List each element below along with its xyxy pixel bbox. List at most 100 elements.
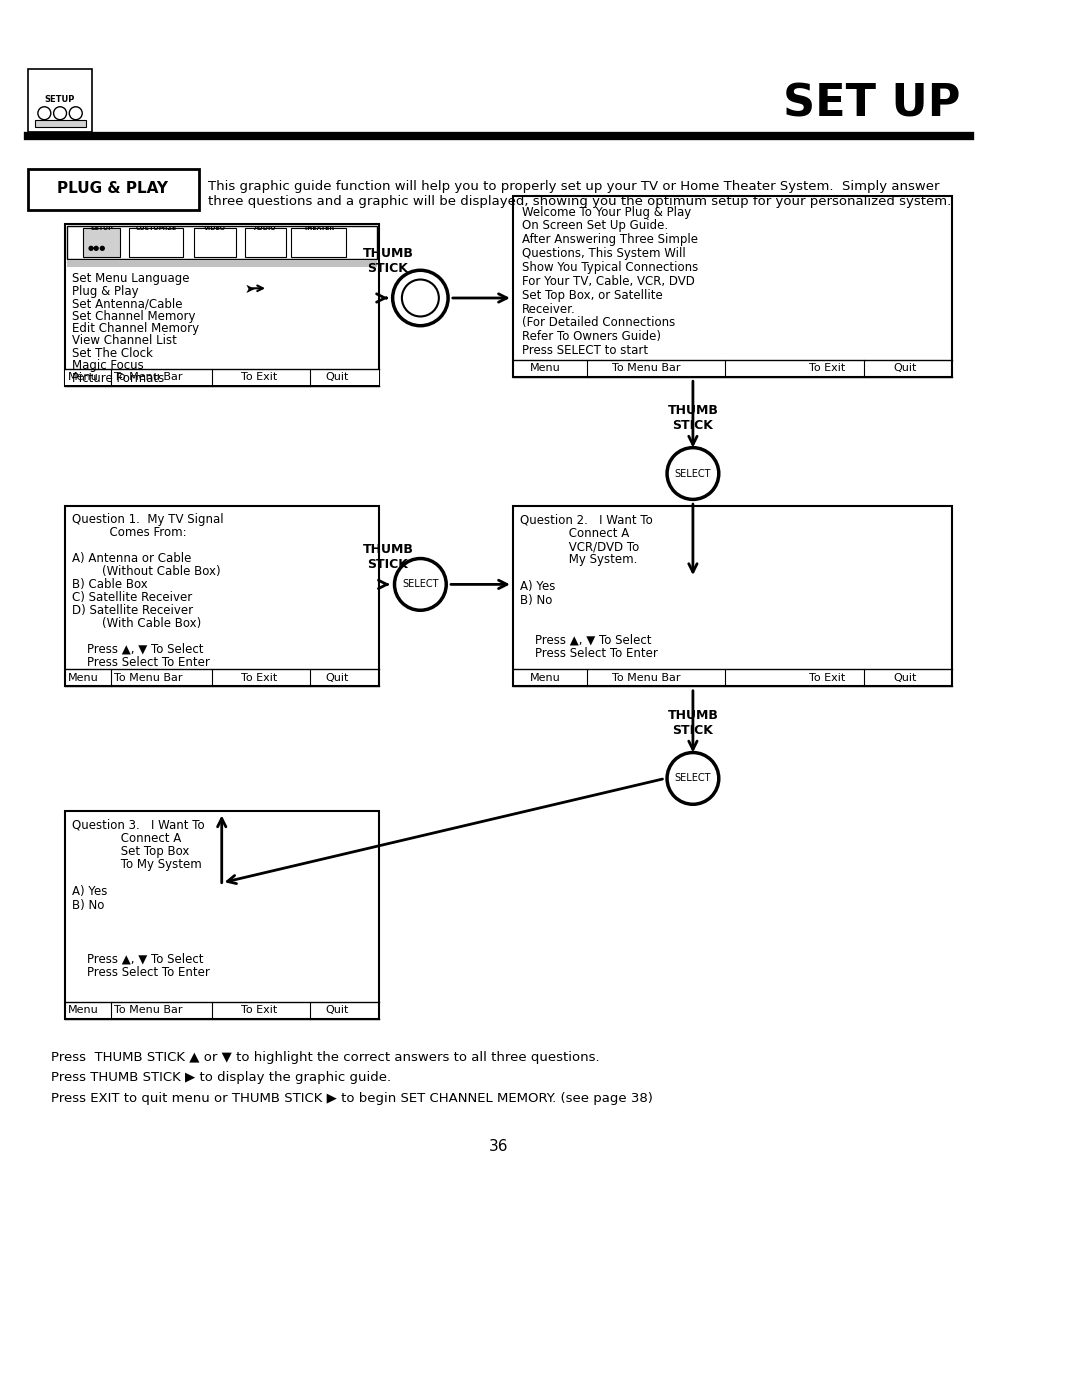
Text: CUSTOMIZE: CUSTOMIZE <box>136 226 177 232</box>
Text: SET UP: SET UP <box>783 82 961 126</box>
Text: Set Channel Memory: Set Channel Memory <box>72 310 195 323</box>
Text: On Screen Set Up Guide.: On Screen Set Up Guide. <box>522 219 669 232</box>
Text: Press ▲, ▼ To Select: Press ▲, ▼ To Select <box>521 634 651 647</box>
Text: Press ▲, ▼ To Select: Press ▲, ▼ To Select <box>72 953 203 965</box>
Text: Press Select To Enter: Press Select To Enter <box>72 655 210 669</box>
Circle shape <box>394 559 446 610</box>
Text: THUMB
STICK: THUMB STICK <box>363 247 414 275</box>
Text: Set Menu Language: Set Menu Language <box>72 272 190 285</box>
FancyBboxPatch shape <box>28 68 93 131</box>
Text: THUMB
STICK: THUMB STICK <box>363 543 414 571</box>
Text: Set Antenna/Cable: Set Antenna/Cable <box>72 298 183 310</box>
Text: To Menu Bar: To Menu Bar <box>113 673 183 683</box>
Circle shape <box>38 106 51 120</box>
Text: SETUP: SETUP <box>45 95 76 103</box>
Text: Connect A: Connect A <box>521 527 630 539</box>
Text: To Exit: To Exit <box>809 673 845 683</box>
Circle shape <box>667 447 719 499</box>
Bar <box>36 120 86 127</box>
Text: Connect A: Connect A <box>72 831 181 845</box>
Text: To Menu Bar: To Menu Bar <box>612 673 681 683</box>
Circle shape <box>54 106 67 120</box>
Bar <box>67 260 377 267</box>
Text: Press  THUMB STICK ▲ or ▼ to highlight the correct answers to all three question: Press THUMB STICK ▲ or ▼ to highlight th… <box>51 1051 599 1065</box>
Text: Quit: Quit <box>325 673 349 683</box>
Text: (For Detailed Connections: (For Detailed Connections <box>522 317 675 330</box>
FancyBboxPatch shape <box>245 228 286 257</box>
FancyBboxPatch shape <box>513 197 951 377</box>
Text: Refer To Owners Guide): Refer To Owners Guide) <box>522 330 661 344</box>
FancyBboxPatch shape <box>513 506 951 686</box>
Circle shape <box>393 270 448 326</box>
Text: Menu: Menu <box>68 373 98 383</box>
Text: Menu: Menu <box>68 673 98 683</box>
Text: Set Top Box: Set Top Box <box>72 845 189 858</box>
Text: Questions, This System Will: Questions, This System Will <box>522 247 686 260</box>
Text: B) No: B) No <box>521 594 553 606</box>
Text: Quit: Quit <box>894 363 917 373</box>
Text: View Channel List: View Channel List <box>72 334 177 348</box>
Text: VIDEO: VIDEO <box>204 226 226 232</box>
Text: ●●●: ●●● <box>87 244 106 251</box>
Text: Quit: Quit <box>325 373 349 383</box>
Text: To Menu Bar: To Menu Bar <box>113 373 183 383</box>
Text: Question 3.   I Want To: Question 3. I Want To <box>72 819 205 831</box>
FancyBboxPatch shape <box>130 228 183 257</box>
Text: ➤: ➤ <box>245 282 255 296</box>
Text: Set Top Box, or Satellite: Set Top Box, or Satellite <box>522 289 663 302</box>
Text: Question 1.  My TV Signal: Question 1. My TV Signal <box>72 513 224 527</box>
Text: Set The Clock: Set The Clock <box>72 346 153 360</box>
Text: Press Select To Enter: Press Select To Enter <box>72 965 210 978</box>
Text: THUMB
STICK: THUMB STICK <box>667 710 718 738</box>
Text: Press SELECT to start: Press SELECT to start <box>522 344 648 358</box>
Text: B) Cable Box: B) Cable Box <box>72 578 148 591</box>
Text: To My System: To My System <box>72 858 202 872</box>
Bar <box>65 369 379 386</box>
Text: Menu: Menu <box>68 1006 98 1016</box>
Text: B) No: B) No <box>72 898 105 911</box>
Text: Quit: Quit <box>325 1006 349 1016</box>
FancyBboxPatch shape <box>67 226 377 260</box>
FancyBboxPatch shape <box>65 506 379 686</box>
Text: For Your TV, Cable, VCR, DVD: For Your TV, Cable, VCR, DVD <box>522 275 694 288</box>
FancyBboxPatch shape <box>65 810 379 1018</box>
Text: Menu: Menu <box>529 363 561 373</box>
Text: To Menu Bar: To Menu Bar <box>113 1006 183 1016</box>
Text: Comes From:: Comes From: <box>72 527 187 539</box>
Text: A) Yes: A) Yes <box>521 580 555 594</box>
Text: 36: 36 <box>489 1139 509 1154</box>
Text: Edit Channel Memory: Edit Channel Memory <box>72 323 199 335</box>
Text: Receiver.: Receiver. <box>522 303 576 316</box>
Text: PLUG & PLAY: PLUG & PLAY <box>57 182 168 197</box>
Text: SELECT: SELECT <box>402 580 438 590</box>
Circle shape <box>402 279 438 317</box>
FancyBboxPatch shape <box>28 169 199 210</box>
Text: Press THUMB STICK ▶ to display the graphic guide.: Press THUMB STICK ▶ to display the graph… <box>51 1071 391 1084</box>
Text: Press EXIT to quit menu or THUMB STICK ▶ to begin SET CHANNEL MEMORY. (see page : Press EXIT to quit menu or THUMB STICK ▶… <box>51 1091 652 1105</box>
Text: Picture Formats: Picture Formats <box>72 372 164 386</box>
FancyBboxPatch shape <box>291 228 347 257</box>
Text: SELECT: SELECT <box>675 774 711 784</box>
Text: THUMB
STICK: THUMB STICK <box>667 404 718 432</box>
Text: (Without Cable Box): (Without Cable Box) <box>72 564 220 578</box>
Circle shape <box>667 753 719 805</box>
FancyBboxPatch shape <box>194 228 235 257</box>
Text: To Exit: To Exit <box>241 373 276 383</box>
Text: SETUP: SETUP <box>91 226 113 232</box>
Text: This graphic guide function will help you to properly set up your TV or Home The: This graphic guide function will help yo… <box>207 180 951 208</box>
Text: VCR/DVD To: VCR/DVD To <box>521 541 639 553</box>
FancyBboxPatch shape <box>83 228 120 257</box>
Text: A) Antenna or Cable: A) Antenna or Cable <box>72 552 191 564</box>
Text: C) Satellite Receiver: C) Satellite Receiver <box>72 591 192 604</box>
Text: To Exit: To Exit <box>241 673 276 683</box>
Text: D) Satellite Receiver: D) Satellite Receiver <box>72 604 193 617</box>
Text: Plug & Play: Plug & Play <box>72 285 138 298</box>
FancyBboxPatch shape <box>65 224 379 386</box>
Text: Welcome To Your Plug & Play: Welcome To Your Plug & Play <box>522 205 691 218</box>
Text: A) Yes: A) Yes <box>72 886 107 898</box>
Text: Question 2.   I Want To: Question 2. I Want To <box>521 513 653 527</box>
Text: To Exit: To Exit <box>809 363 845 373</box>
Text: (With Cable Box): (With Cable Box) <box>72 616 201 630</box>
Text: THEATER: THEATER <box>303 226 335 232</box>
Text: Menu: Menu <box>529 673 561 683</box>
